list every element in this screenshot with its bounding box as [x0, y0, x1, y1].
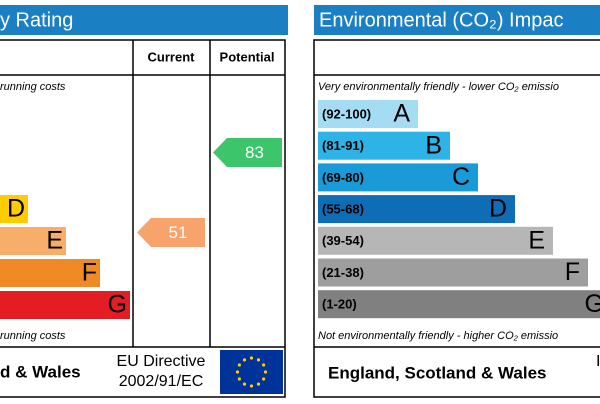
- column-header: Current: [148, 49, 196, 64]
- band-range: (21-38): [322, 265, 364, 280]
- top-note: Very environmentally friendly - lower CO…: [318, 81, 559, 93]
- rating-band: [0, 259, 100, 287]
- impact-band: [318, 131, 450, 160]
- band-letter: F: [565, 258, 580, 286]
- top-note: running costs: [0, 81, 66, 93]
- current-rating-value: 51: [169, 223, 188, 242]
- band-range: (55-68): [322, 202, 364, 217]
- title-bar: [314, 5, 600, 35]
- impact-band: [318, 258, 588, 287]
- directive: I: [596, 353, 600, 370]
- eu-star: [249, 384, 254, 388]
- eu-star: [262, 377, 266, 381]
- eu-star: [235, 370, 240, 374]
- eu-star: [256, 382, 261, 386]
- eu-star: [242, 358, 247, 362]
- eu-star: [263, 370, 268, 374]
- band-letter: B: [425, 131, 442, 159]
- band-letter: D: [489, 195, 507, 223]
- eu-star: [256, 358, 261, 362]
- band-letter: F: [82, 259, 97, 287]
- current-rating: [137, 218, 205, 247]
- impact-band: [318, 195, 515, 224]
- band-letter: A: [393, 100, 410, 128]
- potential-rating: [213, 138, 282, 167]
- impact-band: [318, 290, 600, 319]
- eu-star: [242, 382, 247, 386]
- directive: 2002/91/EC: [119, 373, 204, 390]
- column-header: Potential: [220, 49, 275, 64]
- eu-star: [262, 363, 266, 367]
- panel-title: y Rating: [0, 9, 73, 31]
- band-letter: D: [7, 195, 25, 223]
- impact-band: [318, 163, 478, 192]
- band-letter: E: [528, 226, 545, 254]
- bottom-note: running costs: [0, 330, 66, 342]
- eu-star: [249, 356, 254, 360]
- footer-region: d & Wales: [0, 362, 81, 381]
- eu-stars: [235, 356, 268, 388]
- panel-frame: [313, 39, 600, 398]
- potential-rating-value: 83: [245, 143, 264, 162]
- band-range: (92-100): [322, 106, 371, 121]
- bottom-note: Not environmentally friendly - higher CO…: [318, 330, 558, 342]
- band-range: (39-54): [322, 233, 364, 248]
- impact-band: [318, 226, 553, 255]
- title-bar: [0, 5, 288, 35]
- band-range: (69-80): [322, 170, 364, 185]
- impact-band: [318, 100, 418, 128]
- band-letter: G: [108, 291, 127, 319]
- footer-region: England, Scotland & Wales: [328, 363, 547, 382]
- rating-band: [0, 227, 66, 255]
- eu-star: [237, 363, 241, 367]
- band-letter: C: [452, 163, 470, 191]
- panel-title: Environmental (CO₂) Impac: [319, 9, 564, 31]
- band-letter: E: [46, 227, 63, 255]
- directive: EU Directive: [117, 353, 206, 370]
- panel-frame: [0, 39, 286, 398]
- band-range: (81-91): [322, 138, 364, 153]
- band-letter: G: [585, 290, 600, 318]
- band-range: (1-20): [322, 297, 357, 312]
- rating-band: [0, 291, 130, 319]
- rating-band: [0, 195, 28, 223]
- eu-star: [237, 377, 241, 381]
